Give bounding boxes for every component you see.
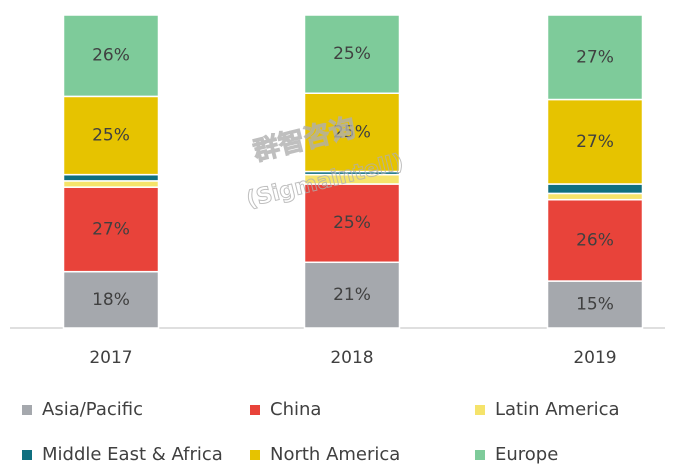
bar-segment bbox=[62, 173, 160, 182]
legend-label: China bbox=[270, 399, 321, 420]
legend-label: Middle East & Africa bbox=[42, 444, 223, 465]
value-label: 21% bbox=[333, 285, 371, 305]
value-label: 25% bbox=[92, 126, 130, 146]
value-label: 15% bbox=[576, 295, 614, 315]
value-label: 25% bbox=[333, 122, 371, 142]
value-label: 26% bbox=[576, 230, 614, 250]
value-label: 27% bbox=[576, 132, 614, 152]
bar-segment bbox=[546, 198, 644, 282]
legend-swatch bbox=[22, 405, 32, 415]
legend-label: Asia/Pacific bbox=[42, 399, 143, 420]
bar-segment bbox=[303, 14, 401, 94]
bar-segment bbox=[303, 183, 401, 264]
legend-swatch bbox=[250, 405, 260, 415]
bar-segment bbox=[546, 192, 644, 201]
legend-swatch bbox=[475, 450, 485, 460]
bar-segment bbox=[62, 14, 160, 98]
bar-segment bbox=[62, 186, 160, 273]
bar-segment bbox=[303, 261, 401, 329]
x-tick-label: 2018 bbox=[330, 348, 373, 368]
value-label: 25% bbox=[333, 44, 371, 64]
value-label: 26% bbox=[92, 46, 130, 66]
bar-segment bbox=[546, 183, 644, 195]
bar-segment bbox=[303, 92, 401, 173]
legend-swatch bbox=[250, 450, 260, 460]
legend-label: Latin America bbox=[495, 399, 620, 420]
value-label: 27% bbox=[576, 47, 614, 67]
value-label: 18% bbox=[92, 290, 130, 310]
bar-segment bbox=[546, 98, 644, 185]
bar-segment bbox=[546, 14, 644, 101]
bar-segment bbox=[62, 270, 160, 329]
legend-label: North America bbox=[270, 444, 400, 465]
value-label: 27% bbox=[92, 219, 130, 239]
bar-segment bbox=[62, 180, 160, 188]
legend-swatch bbox=[22, 450, 32, 460]
legend-swatch bbox=[475, 405, 485, 415]
legend-label: Europe bbox=[495, 444, 558, 465]
value-label: 25% bbox=[333, 213, 371, 233]
x-tick-label: 2019 bbox=[573, 348, 616, 368]
x-tick-label: 2017 bbox=[89, 348, 132, 368]
